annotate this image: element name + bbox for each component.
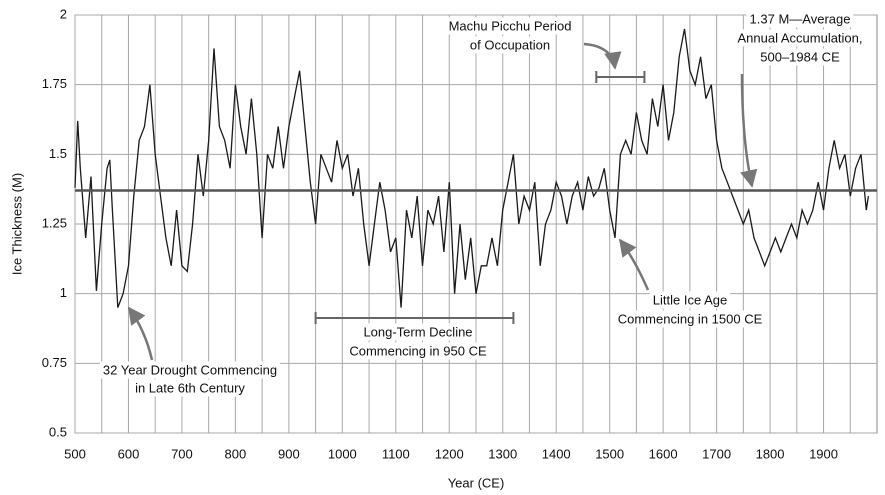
annotation-text: Long-Term Decline — [363, 324, 472, 339]
annotation-background — [132, 379, 249, 397]
annotation-text: of Occupation — [470, 37, 550, 52]
y-tick-label: 1.5 — [49, 146, 67, 161]
x-tick-label: 1000 — [328, 446, 357, 461]
x-tick-label: 1100 — [382, 446, 410, 461]
annotation-arrow — [127, 306, 154, 361]
annotation-text: 500–1984 CE — [760, 49, 840, 64]
annotation-background — [346, 342, 490, 360]
annotation-arrow — [740, 73, 758, 188]
annotation-text: Commencing in 1500 CE — [618, 311, 763, 326]
x-tick-label: 1800 — [756, 446, 785, 461]
x-axis-title: Year (CE) — [448, 475, 505, 490]
annotation-background — [99, 361, 281, 379]
x-tick-label: 1200 — [435, 446, 464, 461]
annotation-background — [614, 310, 766, 328]
annotation-background — [466, 36, 554, 54]
x-tick-label: 1400 — [542, 446, 571, 461]
annotation-background — [746, 10, 854, 28]
x-tick-label: 1300 — [488, 446, 517, 461]
y-tick-label: 0.75 — [42, 355, 67, 370]
annotation-arrow — [618, 238, 650, 291]
y-tick-label: 0.5 — [49, 424, 67, 439]
annotation-text: in Late 6th Century — [135, 380, 245, 395]
x-tick-label: 500 — [64, 446, 86, 461]
span-bracket — [314, 312, 515, 324]
span-bracket — [595, 71, 646, 83]
x-tick-label: 600 — [118, 446, 140, 461]
annotation-background — [734, 29, 866, 47]
x-tick-label: 800 — [225, 446, 247, 461]
x-tick-label: 900 — [278, 446, 300, 461]
annotation-background — [649, 291, 731, 309]
annotation-text: Annual Accumulation, — [737, 30, 862, 45]
y-tick-label: 1 — [60, 285, 67, 300]
annotation-background — [757, 48, 844, 66]
annotation-background — [360, 323, 476, 341]
annotation-text: Machu Picchu Period — [449, 18, 572, 33]
annotation-text: 32 Year Drought Commencing — [103, 362, 277, 377]
annotation-text: Commencing in 950 CE — [349, 343, 487, 358]
annotation-text: 1.37 M—Average — [750, 11, 851, 26]
y-axis-title: Ice Thickness (M) — [9, 173, 24, 275]
y-tick-label: 1.75 — [42, 76, 67, 91]
annotation-background — [445, 17, 575, 35]
x-tick-label: 700 — [171, 446, 193, 461]
x-tick-label: 1600 — [649, 446, 678, 461]
x-tick-label: 1500 — [595, 446, 624, 461]
x-tick-label: 1700 — [702, 446, 731, 461]
x-tick-label: 1900 — [809, 446, 838, 461]
annotation-arrow — [583, 42, 622, 70]
annotation-text: Little Ice Age — [653, 292, 727, 307]
y-tick-label: 2 — [60, 6, 67, 21]
y-tick-label: 1.25 — [42, 215, 67, 230]
data-line — [74, 28, 870, 308]
